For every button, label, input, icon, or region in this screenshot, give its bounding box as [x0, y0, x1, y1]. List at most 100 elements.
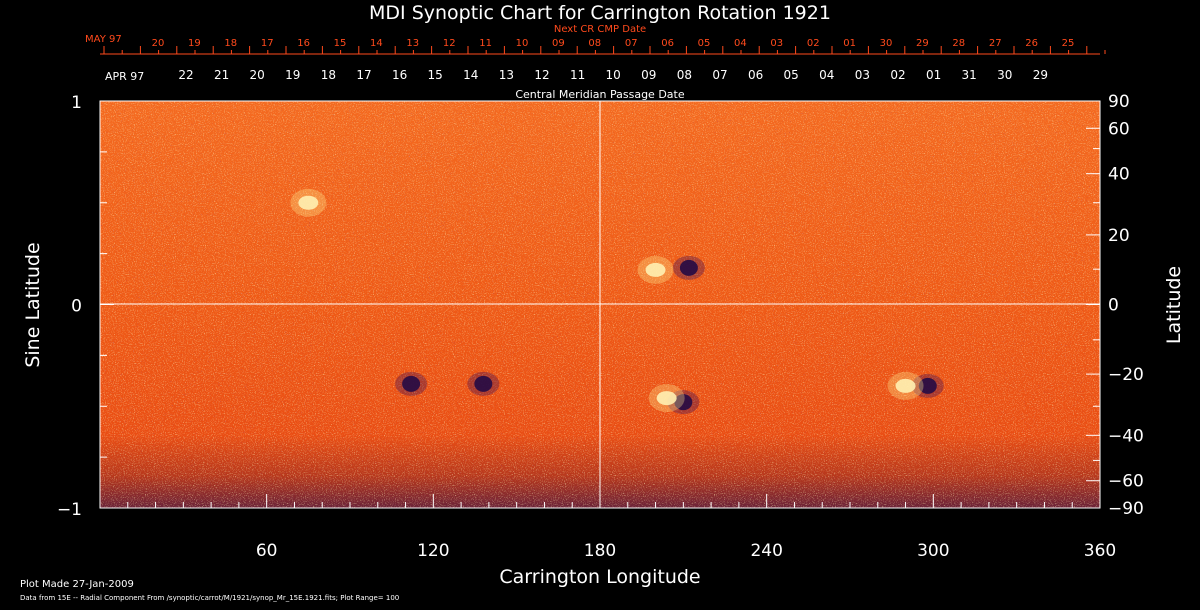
y-right-tick-label: 0: [1108, 296, 1119, 316]
cmp-day-label: 18: [321, 68, 336, 82]
region-halo: [290, 188, 327, 217]
top-day-label: 15: [334, 38, 347, 49]
top-day-label: 11: [479, 38, 492, 49]
region-halo: [887, 371, 924, 400]
top-day-label: 25: [1062, 38, 1075, 49]
top-day-label: 20: [152, 38, 165, 49]
cmp-day-label: 13: [499, 68, 514, 82]
cmp-day-label: 07: [712, 68, 727, 82]
top-day-label: 16: [297, 38, 310, 49]
x-tick-label: 120: [417, 541, 449, 561]
x-tick-label: 300: [917, 541, 949, 561]
top-day-label: 28: [952, 38, 965, 49]
top-date-axis: 20 19 18 17 16 15 14 13 12 11 10 09 08 07 06 05 04 03 02 01…: [100, 38, 1106, 55]
positive-polarity-region: [645, 262, 666, 277]
x-axis-label: Carrington Longitude: [499, 566, 700, 588]
cmp-day-label: 09: [641, 68, 656, 82]
cmp-day-label: 31: [962, 68, 977, 82]
cmp-day-label: 10: [606, 68, 621, 82]
x-tick-label: 60: [256, 541, 278, 561]
top-day-label: 05: [698, 38, 711, 49]
cmp-day-label: 04: [819, 68, 834, 82]
y-right-tick-label: 60: [1108, 119, 1130, 139]
top-axis-month: MAY 97: [85, 34, 122, 45]
bottom-date-month: APR 97: [105, 70, 144, 83]
cmp-day-label: 21: [214, 68, 229, 82]
top-day-label: 17: [261, 38, 274, 49]
negative-polarity-region: [679, 259, 698, 276]
top-day-label: 18: [224, 38, 237, 49]
region-halo: [395, 371, 428, 396]
top-day-label: 19: [188, 38, 201, 49]
y-right-tick-label: −20: [1108, 365, 1144, 385]
negative-polarity-region: [402, 375, 421, 392]
cmp-day-label: 11: [570, 68, 585, 82]
negative-polarity-region: [474, 375, 493, 392]
top-day-label: 08: [588, 38, 601, 49]
footer-data-source: Data from 15E -- Radial Component From /…: [20, 594, 400, 602]
top-day-label: 02: [807, 38, 820, 49]
top-day-label: 29: [916, 38, 929, 49]
cmp-day-label: 08: [677, 68, 692, 82]
cmp-day-label: 19: [285, 68, 300, 82]
negative-polarity-region: [674, 394, 693, 411]
cmp-day-label: 03: [855, 68, 870, 82]
cmp-date-axis: 22 21 20 19 18 17 16 15 14 13 12 11 10 09 08 07 06 05 04 03…: [178, 68, 1048, 82]
y-right-tick-label: 40: [1108, 165, 1130, 185]
negative-polarity-region: [918, 377, 937, 394]
cmp-day-label: 17: [356, 68, 371, 82]
positive-polarity-region: [656, 391, 677, 406]
bottom-date-title: Central Meridian Passage Date: [515, 88, 684, 101]
y-left-tick-label: 0: [71, 297, 82, 317]
y-right-tick-label: −90: [1108, 499, 1144, 519]
active-regions: [290, 188, 944, 415]
cmp-day-label: 05: [784, 68, 799, 82]
region-halo: [911, 373, 944, 398]
top-day-label: 30: [880, 38, 893, 49]
positive-polarity-region: [298, 195, 319, 210]
y-right-tick-label: −60: [1108, 472, 1144, 492]
top-day-label: 07: [625, 38, 638, 49]
region-halo: [672, 255, 705, 280]
y-right-tick-label: 20: [1108, 226, 1130, 246]
cmp-day-label: 20: [250, 68, 265, 82]
y-axis-label-right: Latitude: [1163, 266, 1185, 344]
top-day-label: 04: [734, 38, 747, 49]
y-right-tick-label: −40: [1108, 426, 1144, 446]
cmp-day-label: 14: [463, 68, 478, 82]
region-halo: [467, 371, 500, 396]
cmp-day-label: 12: [534, 68, 549, 82]
positive-polarity-region: [895, 378, 916, 393]
cmp-day-label: 06: [748, 68, 763, 82]
top-day-label: 13: [406, 38, 419, 49]
top-day-label: 27: [989, 38, 1002, 49]
x-tick-label: 240: [750, 541, 782, 561]
y-left-tick-label: 1: [71, 93, 82, 113]
top-day-label: 14: [370, 38, 383, 49]
y-left-tick-label: −1: [57, 500, 82, 520]
top-day-label: 12: [443, 38, 456, 49]
cmp-day-label: 02: [890, 68, 905, 82]
top-day-label: 06: [661, 38, 674, 49]
cmp-day-label: 15: [428, 68, 443, 82]
top-day-label: 01: [843, 38, 856, 49]
region-halo: [637, 255, 674, 284]
x-tick-label: 180: [584, 541, 616, 561]
axes: 60 120 180 240 300 360 1 0 −1 90 60 40 20 0 −20 −40 −60 −…: [57, 92, 1144, 561]
cmp-day-label: 22: [178, 68, 193, 82]
cmp-day-label: 16: [392, 68, 407, 82]
y-right-tick-label: 90: [1108, 92, 1130, 112]
top-day-label: 09: [552, 38, 565, 49]
y-axis-label-left: Sine Latitude: [22, 242, 44, 367]
cmp-day-label: 29: [1033, 68, 1048, 82]
cmp-day-label: 30: [997, 68, 1012, 82]
footer-plot-made: Plot Made 27-Jan-2009: [20, 579, 134, 590]
x-tick-label: 360: [1084, 541, 1116, 561]
cmp-day-label: 01: [926, 68, 941, 82]
top-day-label: 26: [1025, 38, 1038, 49]
top-day-label: 03: [770, 38, 783, 49]
top-day-label: 10: [516, 38, 529, 49]
chart-title: MDI Synoptic Chart for Carrington Rotati…: [369, 2, 831, 24]
top-axis-title: Next CR CMP Date: [554, 24, 646, 35]
